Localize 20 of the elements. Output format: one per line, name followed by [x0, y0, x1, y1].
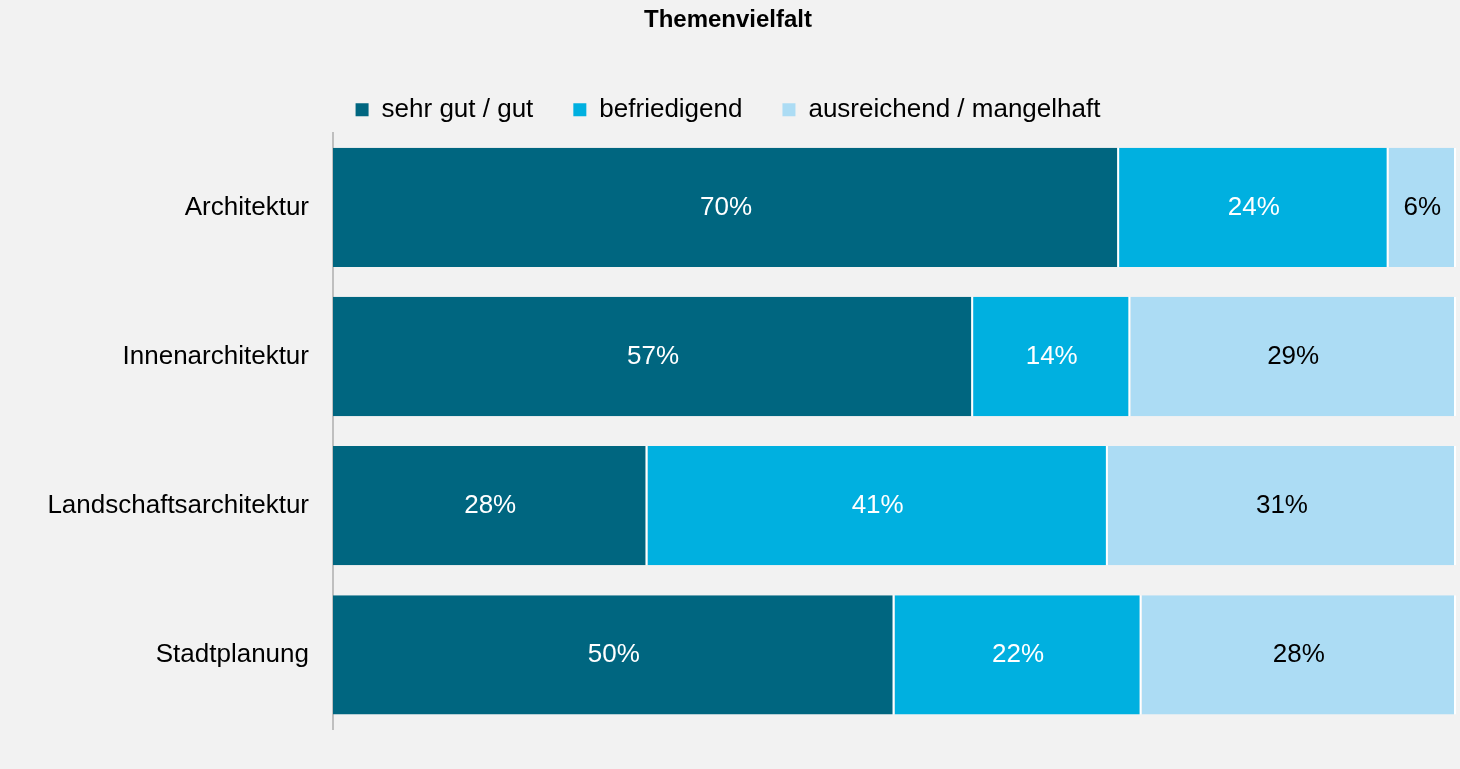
data-label: 70%: [700, 190, 753, 221]
data-label: 28%: [1272, 638, 1325, 668]
data-label: 24%: [1227, 190, 1280, 221]
chart-title: Themenvielfalt: [643, 5, 813, 33]
data-label: 31%: [1255, 488, 1308, 519]
legend-label: ausreichend / mangelhaft: [808, 92, 1102, 123]
legend-label: befriedigend: [599, 92, 743, 123]
data-label: 41%: [851, 488, 904, 519]
data-label: 28%: [464, 488, 517, 519]
legend-label: sehr gut / gut: [381, 92, 535, 123]
y-tick-label: Stadtplanung: [155, 638, 309, 668]
data-label: 14%: [1025, 339, 1078, 370]
data-label: 22%: [992, 638, 1045, 668]
data-label: 29%: [1267, 339, 1320, 370]
y-tick-label: Architektur: [184, 190, 310, 221]
y-tick-label: Innenarchitektur: [122, 339, 310, 370]
data-label: 50%: [587, 638, 640, 668]
data-label: 57%: [627, 339, 680, 370]
data-label: 6%: [1403, 190, 1442, 221]
y-tick-label: Landschaftsarchitektur: [47, 488, 310, 519]
